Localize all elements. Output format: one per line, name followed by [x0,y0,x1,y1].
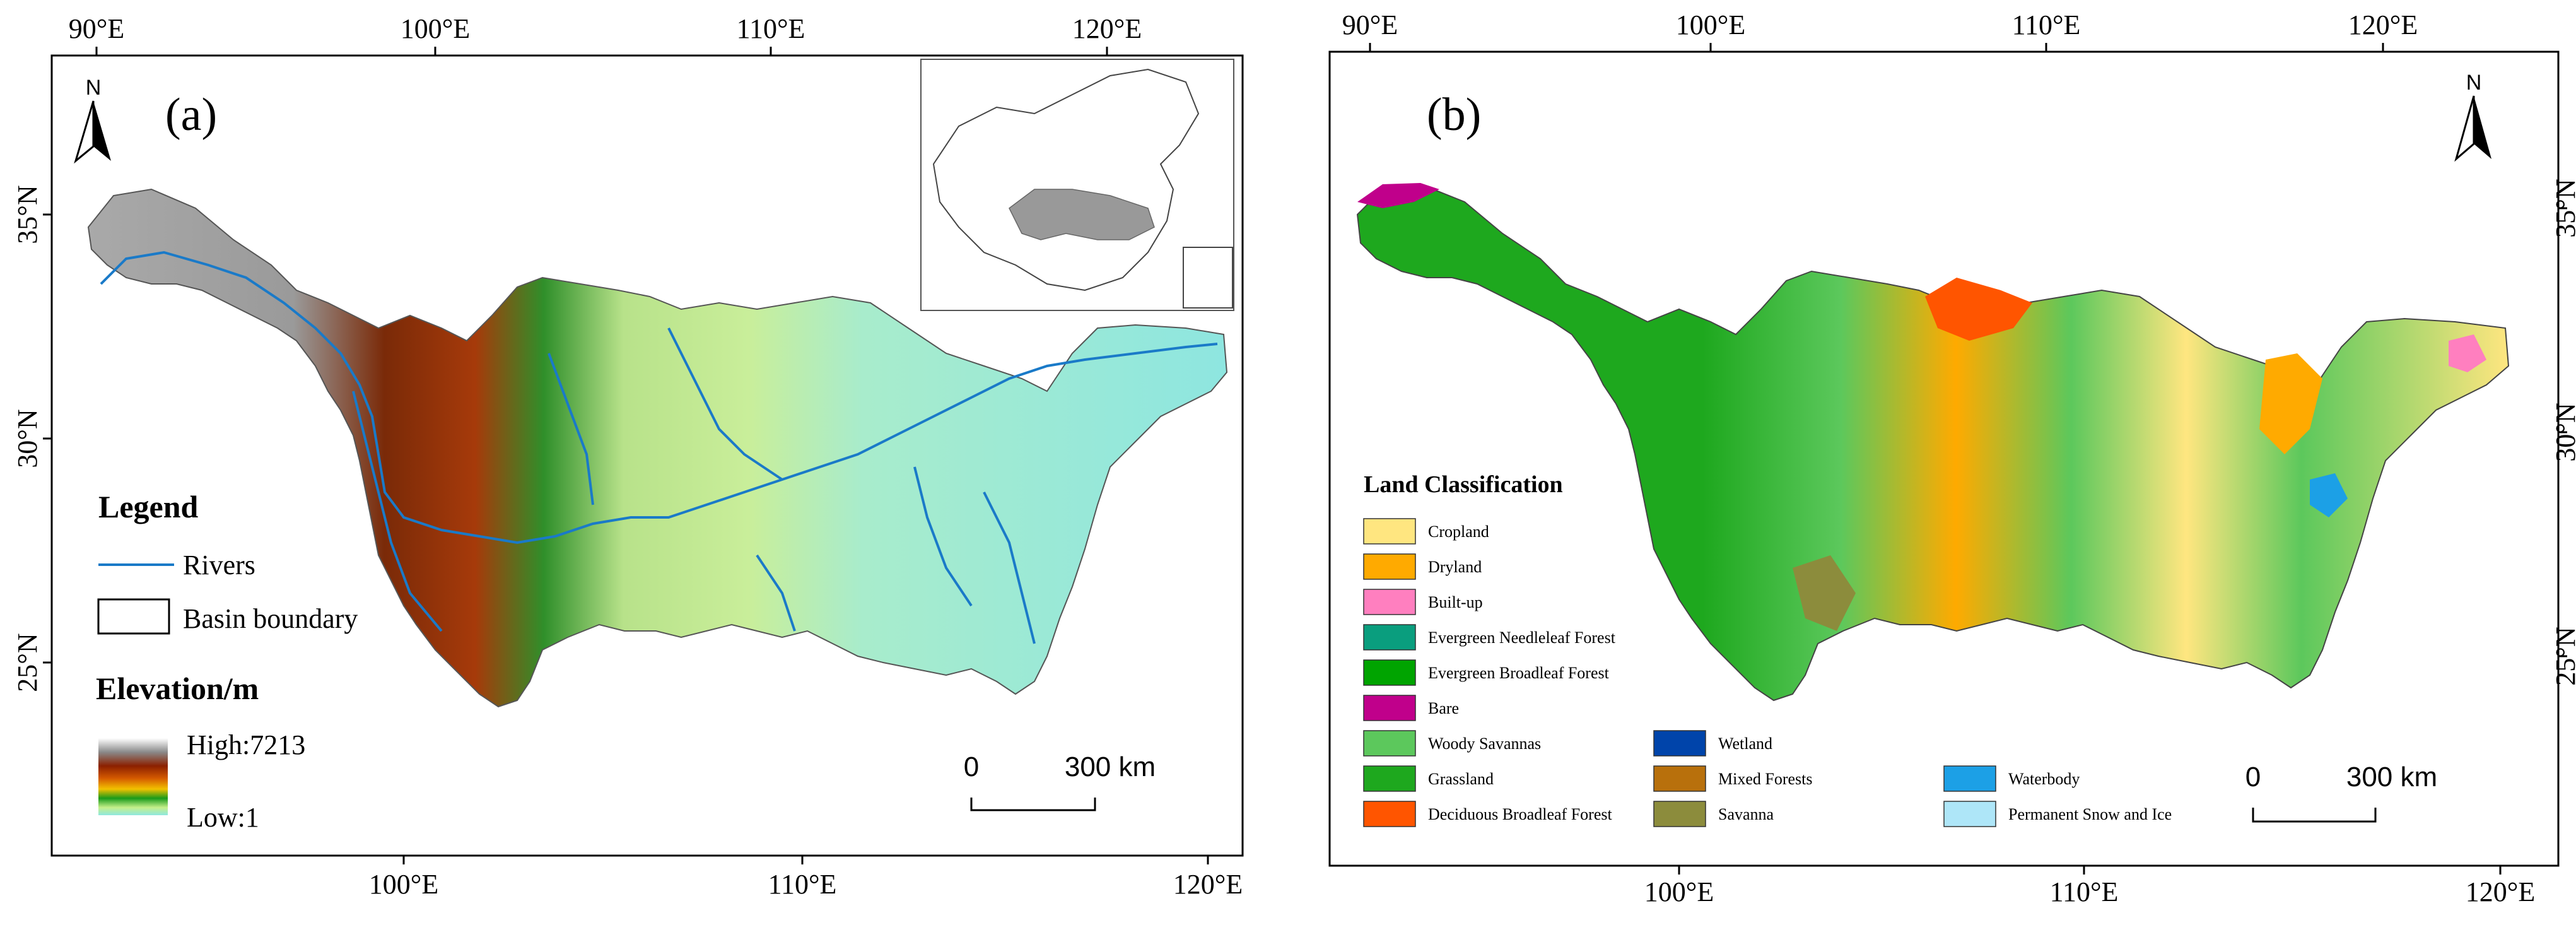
legend-swatch [1653,730,1706,757]
top-tick-label: 100°E [401,13,470,44]
legend-swatch [1943,765,1996,792]
bottom-tick-label: 110°E [768,869,837,900]
legend-class-label: Wetland [1718,734,1772,753]
legend-class-label: Dryland [1428,558,1482,576]
panel-a-svg: 90°E 100°E 110°E 120°E 100°E 110°E 120°E… [12,13,1244,900]
top-tick-label: 120°E [2348,9,2418,40]
legend-class-label: Evergreen Broadleaf Forest [1428,664,1610,682]
legend-a: Legend Rivers Basin boundary Elevation/m… [96,489,358,833]
legend-swatch [1363,695,1416,721]
legend-class-label: Bare [1428,699,1459,717]
top-tick-label: 90°E [69,13,124,44]
scale-distance: 300 km [1065,751,1156,782]
legend-swatch [1363,518,1416,545]
legend-swatch [1363,730,1416,757]
elevation-color-ramp [98,738,168,815]
legend-swatch [1363,553,1416,580]
boundary-legend-swatch [97,598,170,635]
legend-swatch [1363,589,1416,615]
north-arrow-icon: N [74,76,111,164]
legend-class-label: Woody Savannas [1428,734,1541,753]
scale-distance: 300 km [2346,762,2437,792]
legend-class-label: Grassland [1428,770,1494,788]
svg-text:N: N [86,76,102,100]
lat-tick-label: 25°N [12,633,43,692]
scale-zero: 0 [964,751,979,782]
tick-marks-b [1369,43,2567,875]
legend-class-label: Deciduous Broadleaf Forest [1428,805,1612,823]
legend-class-label: Savanna [1718,805,1774,823]
bare-patch [1357,183,1439,208]
legend-class-label: Permanent Snow and Ice [2008,805,2172,823]
legend-class-label: Evergreen Needleleaf Forest [1428,628,1616,647]
legend-title: Land Classification [1364,471,1563,498]
bottom-tick-label: 120°E [1173,869,1243,900]
panel-label-b: (b) [1427,89,1481,141]
legend-class-label: Built-up [1428,593,1483,611]
scale-zero: 0 [2245,762,2261,792]
panel-label-a: (a) [165,89,217,141]
legend-swatch [1363,659,1416,686]
north-arrow-icon: N [2454,71,2491,162]
legend-class-label: Waterbody [2008,770,2080,788]
bottom-tick-label: 100°E [369,869,438,900]
bottom-tick-label: 120°E [2466,876,2535,907]
savanna-patch [1793,555,1856,631]
builtup-patch [2449,334,2486,372]
elevation-low-label: Low:1 [187,802,259,833]
legend-swatch [1943,801,1996,827]
legend-swatch [1363,624,1416,651]
dryland-patch [2259,353,2322,454]
elevation-high-label: High:7213 [187,729,305,760]
legend-swatch [1363,765,1416,792]
legend-swatch [1363,801,1416,827]
basin-landcover-map [1356,183,2510,702]
legend-boundary-label: Basin boundary [183,603,358,634]
basin-elevation-map [87,188,1228,708]
deciduous-forest-patch [1925,278,2032,341]
lat-tick-label: 35°N [2550,179,2576,237]
lat-tick-label: 30°N [12,409,43,468]
bottom-tick-label: 100°E [1644,876,1714,907]
legend-title: Legend [98,489,199,524]
elevation-title: Elevation/m [96,671,259,706]
top-tick-label: 90°E [1342,9,1398,40]
panel-b-svg: 90°E 100°E 110°E 120°E 100°E 110°E 120°E… [1328,9,2576,907]
inset-location-map [920,59,1234,311]
waterbody-patch [2310,473,2348,517]
panel-a-elevation-map: 90°E 100°E 110°E 120°E 100°E 110°E 120°E… [12,13,1244,900]
top-tick-label: 120°E [1072,13,1142,44]
legend-class-label: Cropland [1428,522,1489,541]
rivers-a [100,250,1218,644]
panel-b-land-classification-map: 90°E 100°E 110°E 120°E 100°E 110°E 120°E… [1288,0,2576,925]
legend-class-label: Mixed Forests [1718,770,1813,788]
lat-tick-label: 35°N [12,185,43,244]
lat-tick-label: 30°N [2550,403,2576,461]
top-tick-marks-a [43,47,1209,864]
legend-swatch [1653,765,1706,792]
svg-text:N: N [2466,71,2482,95]
land-classification-legend: Land Classification Cropland Dryland Built… [1363,471,2172,827]
bottom-tick-label: 110°E [2050,876,2119,907]
lat-tick-label: 25°N [2550,627,2576,685]
top-tick-label: 110°E [2012,9,2081,40]
top-tick-label: 100°E [1676,9,1745,40]
top-tick-label: 110°E [737,13,805,44]
scale-bar-b: 0 300 km [2245,762,2437,823]
legend-swatch [1653,801,1706,827]
scale-bar-a: 0 300 km [964,751,1156,811]
legend-rivers-label: Rivers [183,550,255,580]
